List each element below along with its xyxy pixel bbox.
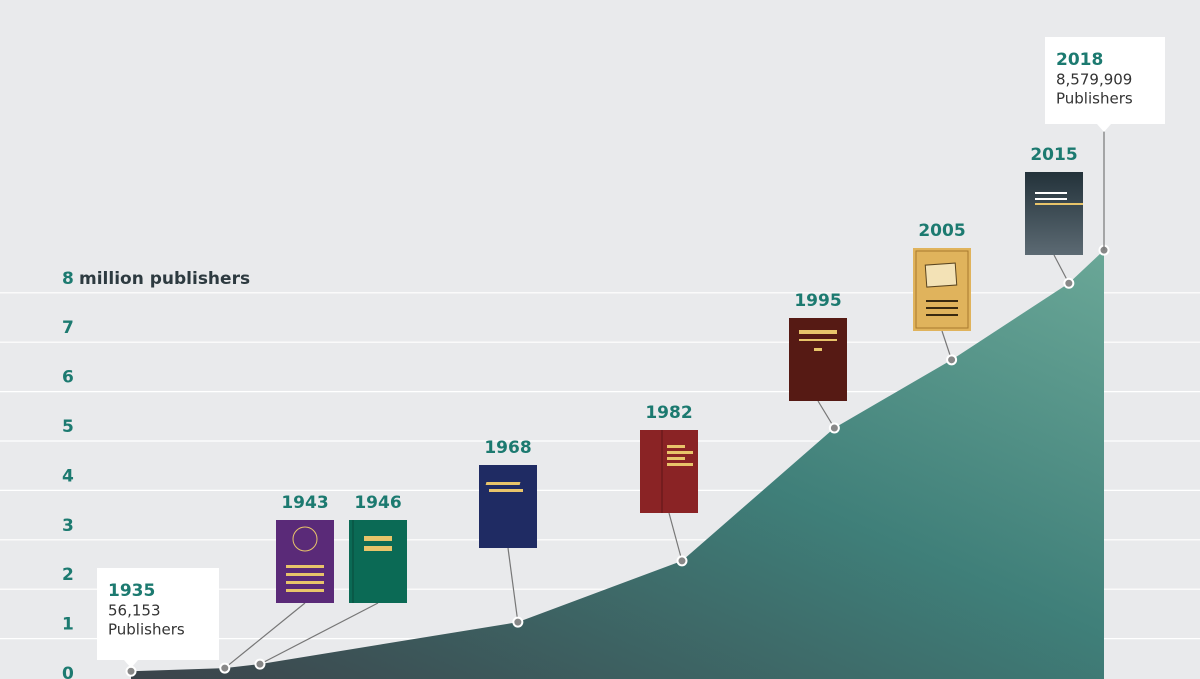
y-tick-label: 8 <box>62 269 74 289</box>
connector <box>224 602 306 669</box>
callout <box>1045 37 1165 124</box>
book <box>913 248 971 331</box>
year-label: 1946 <box>354 493 401 513</box>
connector <box>259 602 379 665</box>
book-deco <box>667 457 685 460</box>
book <box>349 520 407 603</box>
book-deco <box>799 339 837 341</box>
y-tick-label: 7 <box>62 318 74 338</box>
callout <box>97 568 219 660</box>
book-deco <box>667 445 685 448</box>
y-tick-label: 6 <box>62 368 74 388</box>
book-deco <box>286 589 324 592</box>
book-deco <box>926 307 958 309</box>
y-tick-label: 5 <box>62 417 74 437</box>
point <box>219 662 231 674</box>
y-tick-label: 2 <box>62 565 74 585</box>
book-deco <box>667 451 693 454</box>
point <box>828 422 840 434</box>
book-deco <box>292 526 318 552</box>
callout-unit: Publishers <box>1056 90 1133 108</box>
book-deco <box>924 262 958 288</box>
book-deco <box>926 314 958 316</box>
book-deco <box>364 536 392 541</box>
year-label: 1982 <box>645 403 692 423</box>
connector <box>668 512 683 562</box>
callout-year: 2018 <box>1056 50 1103 70</box>
point <box>946 354 958 366</box>
book-deco <box>286 573 324 576</box>
book-deco <box>915 250 969 329</box>
book-deco <box>286 581 324 584</box>
y-unit: million publishers <box>79 269 250 289</box>
year-label: 1995 <box>794 291 841 311</box>
y-tick-label: 0 <box>62 664 74 679</box>
callout-pointer <box>124 660 138 668</box>
book-deco <box>814 348 822 351</box>
book-deco <box>799 330 837 334</box>
point <box>1063 277 1075 289</box>
callout-year: 1935 <box>108 581 155 601</box>
point <box>512 616 524 628</box>
book <box>479 465 537 548</box>
book-deco <box>667 463 693 466</box>
book-deco <box>1035 192 1067 194</box>
book-deco <box>1035 198 1067 200</box>
book <box>1025 172 1083 255</box>
callout-value: 56,153 <box>108 602 161 620</box>
book-deco <box>1035 203 1083 205</box>
year-label: 2005 <box>918 221 965 241</box>
callout-value: 8,579,909 <box>1056 71 1132 89</box>
y-tick-label: 3 <box>62 516 74 536</box>
area <box>131 250 1104 679</box>
year-label: 2015 <box>1030 145 1077 165</box>
book-deco <box>489 489 523 492</box>
book-deco <box>286 565 324 568</box>
connector <box>507 547 519 623</box>
book-deco <box>364 546 392 551</box>
book <box>640 430 698 513</box>
callout-pointer <box>1097 124 1111 132</box>
y-tick-label: 4 <box>62 466 74 486</box>
book-deco <box>926 300 958 302</box>
callout-unit: Publishers <box>108 621 185 639</box>
year-label: 1968 <box>484 438 531 458</box>
y-tick-label: 1 <box>62 615 74 635</box>
point <box>125 665 137 677</box>
point <box>254 658 266 670</box>
book-deco <box>485 482 521 485</box>
year-label: 1943 <box>281 493 328 513</box>
point <box>676 555 688 567</box>
